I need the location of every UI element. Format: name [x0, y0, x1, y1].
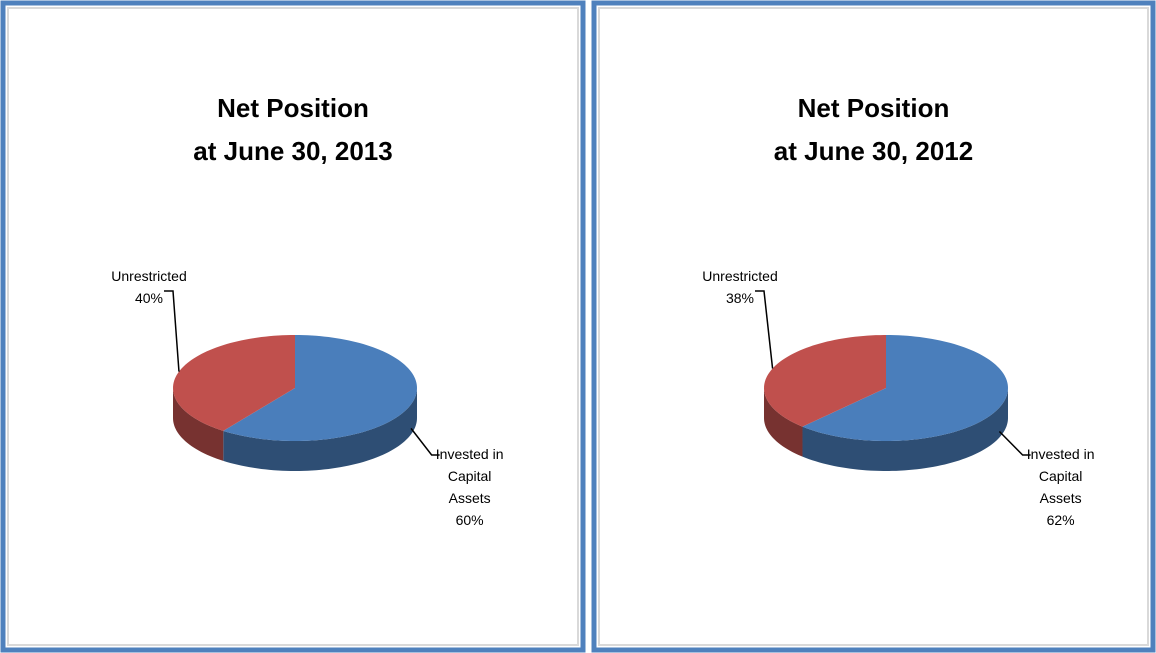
category-label: Invested in	[436, 446, 504, 462]
category-label: Capital	[448, 468, 492, 484]
panel-border	[0, 0, 586, 653]
pie-side	[764, 388, 803, 457]
leader-line	[755, 290, 774, 369]
pie-side	[802, 388, 1008, 471]
title-line: at June 30, 2012	[774, 136, 973, 166]
value-label: 38%	[726, 290, 754, 306]
pie-side	[173, 388, 224, 461]
category-label: Unrestricted	[111, 268, 186, 284]
data-label: Invested in Capital Assets 62%	[1027, 446, 1095, 528]
panel-inner	[598, 7, 1149, 646]
chart-title: Net Position at June 30, 2012	[774, 93, 973, 166]
chart: Net Position at June 30, 2013 Invested in C…	[0, 0, 586, 653]
data-label: Unrestricted 40%	[111, 268, 186, 306]
data-label: Unrestricted 38%	[702, 268, 777, 306]
category-label: Unrestricted	[702, 268, 777, 284]
leader-line	[164, 290, 180, 372]
value-label: 60%	[456, 512, 484, 528]
category-label: Assets	[1040, 490, 1082, 506]
chart-title: Net Position at June 30, 2013	[193, 93, 392, 166]
title-line: Net Position	[217, 93, 369, 123]
title-line: Net Position	[798, 93, 950, 123]
category-label: Invested in	[1027, 446, 1095, 462]
pie-side	[223, 388, 417, 471]
pie-slice	[764, 335, 886, 427]
pie-slice	[223, 335, 417, 441]
panel-border	[591, 0, 1156, 653]
chart: Net Position at June 30, 2012 Invested in C…	[591, 0, 1156, 653]
leader-line	[998, 430, 1031, 456]
data-label: Invested in Capital Assets 60%	[436, 446, 504, 528]
value-label: 62%	[1047, 512, 1075, 528]
title-line: at June 30, 2013	[193, 136, 392, 166]
leader-line	[410, 427, 440, 456]
category-label: Assets	[449, 490, 491, 506]
category-label: Capital	[1039, 468, 1083, 484]
panel-inner	[7, 7, 579, 646]
pie-slice	[802, 335, 1008, 441]
pie-slice	[173, 335, 295, 431]
value-label: 40%	[135, 290, 163, 306]
